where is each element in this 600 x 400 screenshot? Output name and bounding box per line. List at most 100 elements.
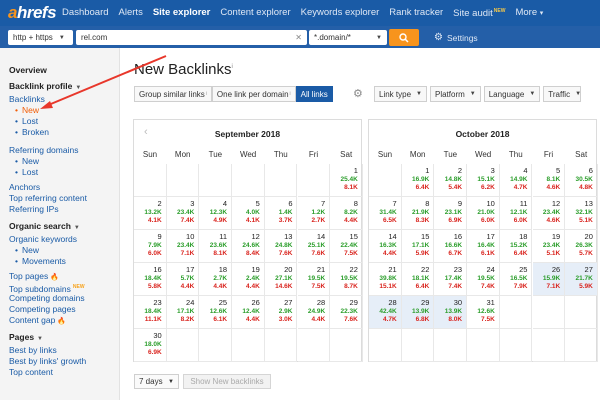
calendar-day[interactable]: 9 7.9K 6.0K xyxy=(134,230,167,263)
nav-rank-tracker[interactable]: Rank tracker xyxy=(389,7,444,18)
sidebar-top-content[interactable]: Top content xyxy=(9,367,53,377)
prev-month-icon[interactable]: ‹ xyxy=(144,126,148,138)
sidebar-referring-domains[interactable]: Referring domains xyxy=(9,145,79,155)
calendar-day[interactable]: 8 8.2K 4.4K xyxy=(330,197,363,230)
calendar-day[interactable]: 22 18.1K 6.4K xyxy=(401,263,435,296)
sidebar-backlinks-broken[interactable]: Broken xyxy=(9,127,119,138)
calendar-day[interactable]: 10 23.4K 7.1K xyxy=(166,230,200,263)
calendar-day[interactable]: 28 42.4K 4.7K xyxy=(369,296,402,329)
sidebar-content-gap[interactable]: Content gap 🔥 xyxy=(9,315,119,326)
ahrefs-logo[interactable]: ahrefs xyxy=(8,3,57,22)
calendar-day[interactable]: 22 19.5K 8.7K xyxy=(330,263,363,296)
nav-more[interactable]: More ▾ xyxy=(515,0,543,27)
calendar-day[interactable]: 20 26.3K 5.7K xyxy=(565,230,598,263)
calendar-day[interactable]: 30 13.9K 8.0K xyxy=(434,296,468,329)
nav-content-explorer[interactable]: Content explorer xyxy=(220,7,291,18)
all-links-button[interactable]: All links xyxy=(295,86,333,102)
calendar-day[interactable]: 28 24.9K 4.4K xyxy=(297,296,331,329)
sidebar-competing-domains[interactable]: Competing domains xyxy=(9,293,85,303)
sidebar-ref-lost[interactable]: Lost xyxy=(9,167,119,178)
sidebar-ref-new[interactable]: New xyxy=(9,156,119,167)
calendar-day[interactable]: 15 17.1K 5.9K xyxy=(401,230,435,263)
calendar-day[interactable]: 29 22.3K 7.6K xyxy=(330,296,363,329)
calendar-day[interactable]: 7 31.4K 6.5K xyxy=(369,197,402,230)
sidebar-organic-movements[interactable]: Movements xyxy=(9,256,119,267)
calendar-day[interactable]: 21 39.8K 15.1K xyxy=(369,263,402,296)
calendar-day[interactable]: 17 5.7K 4.4K xyxy=(166,263,200,296)
show-new-backlinks-button[interactable]: Show New backlinks xyxy=(183,374,271,389)
sidebar-top-pages[interactable]: Top pages 🔥 xyxy=(9,271,119,282)
sidebar-backlinks-new[interactable]: New xyxy=(9,105,119,116)
nav-keywords-explorer[interactable]: Keywords explorer xyxy=(300,7,380,18)
sidebar-anchors[interactable]: Anchors xyxy=(9,182,41,192)
url-input[interactable]: rel.com ✕ xyxy=(76,30,307,45)
calendar-day[interactable]: 27 21.7K 5.9K xyxy=(565,263,598,296)
calendar-day[interactable]: 6 30.5K 4.8K xyxy=(565,164,598,197)
sidebar-backlinks-lost[interactable]: Lost xyxy=(9,116,119,127)
nav-site-explorer[interactable]: Site explorer xyxy=(152,7,211,18)
sidebar-overview[interactable]: Overview xyxy=(9,65,47,75)
sidebar-competing-pages[interactable]: Competing pages xyxy=(9,304,76,314)
calendar-day[interactable]: 4 14.9K 4.7K xyxy=(499,164,533,197)
days-select[interactable]: 7 days ▼ xyxy=(134,374,179,389)
sidebar-organic-search[interactable]: Organic search ▼ xyxy=(9,221,119,232)
traffic-filter[interactable]: Traffic ▼ xyxy=(543,86,582,102)
calendar-day[interactable]: 13 32.1K 5.1K xyxy=(565,197,598,230)
calendar-day[interactable]: 13 24.8K 7.6K xyxy=(264,230,298,263)
nav-dashboard[interactable]: Dashboard xyxy=(62,7,109,18)
sidebar-backlinks[interactable]: Backlinks xyxy=(9,94,45,104)
calendar-day[interactable]: 21 19.5K 7.5K xyxy=(297,263,331,296)
sidebar-organic-new[interactable]: New xyxy=(9,245,119,256)
calendar-day[interactable]: 31 12.6K 7.5K xyxy=(467,296,500,329)
sidebar-top-referring-content[interactable]: Top referring content xyxy=(9,193,87,203)
gear-icon[interactable]: ⚙ xyxy=(353,88,363,100)
sidebar-best-by-links[interactable]: Best by links xyxy=(9,345,57,355)
sidebar-top-subdomains[interactable]: Top subdomains NEW xyxy=(9,282,119,294)
calendar-day[interactable]: 26 15.9K 7.1K xyxy=(532,263,566,296)
calendar-day[interactable]: 23 17.4K 7.4K xyxy=(434,263,468,296)
mode-select[interactable]: *.domain/* ▼ xyxy=(309,30,387,45)
link-type-filter[interactable]: Link type ▼ xyxy=(374,86,427,102)
calendar-day[interactable]: 25 12.6K 6.1K xyxy=(199,296,233,329)
calendar-day[interactable]: 18 15.2K 6.4K xyxy=(499,230,533,263)
calendar-day[interactable]: 8 21.9K 8.3K xyxy=(401,197,435,230)
calendar-day[interactable]: 23 18.4K 11.1K xyxy=(134,296,167,329)
protocol-select[interactable]: http + https ▼ xyxy=(8,30,73,45)
calendar-day[interactable]: 5 8.1K 4.6K xyxy=(532,164,566,197)
sidebar-referring-ips[interactable]: Referring IPs xyxy=(9,204,59,214)
one-link-per-domain-button[interactable]: One link per domain i xyxy=(211,86,296,102)
calendar-day[interactable]: 10 21.0K 6.0K xyxy=(467,197,500,230)
calendar-day[interactable]: 9 23.1K 6.9K xyxy=(434,197,468,230)
nav-site-audit[interactable]: Site auditNEW xyxy=(453,0,505,28)
calendar-day[interactable]: 3 15.1K 6.2K xyxy=(467,164,500,197)
calendar-day[interactable]: 30 18.0K 6.9K xyxy=(134,329,167,362)
calendar-day[interactable]: 12 23.4K 4.6K xyxy=(532,197,566,230)
calendar-day[interactable]: 11 12.1K 6.0K xyxy=(499,197,533,230)
calendar-day[interactable]: 3 23.4K 7.4K xyxy=(166,197,200,230)
calendar-day[interactable]: 14 16.3K 4.4K xyxy=(369,230,402,263)
language-filter[interactable]: Language ▼ xyxy=(483,86,541,102)
sidebar-best-by-growth[interactable]: Best by links' growth xyxy=(9,356,87,366)
sidebar-backlink-profile[interactable]: Backlink profile ▼ xyxy=(9,81,119,92)
calendar-day[interactable]: 1 25.4K 8.1K xyxy=(330,164,363,197)
calendar-day[interactable]: 20 27.1K 14.6K xyxy=(264,263,298,296)
calendar-day[interactable]: 27 2.9K 3.0K xyxy=(264,296,298,329)
calendar-day[interactable]: 29 13.9K 6.8K xyxy=(401,296,435,329)
settings-button[interactable]: ⚙ Settings xyxy=(434,30,478,45)
calendar-day[interactable]: 2 13.2K 4.1K xyxy=(134,197,167,230)
clear-icon[interactable]: ✕ xyxy=(295,33,302,42)
calendar-day[interactable]: 12 24.6K 8.4K xyxy=(232,230,265,263)
calendar-day[interactable]: 1 16.9K 6.4K xyxy=(401,164,435,197)
calendar-day[interactable]: 6 1.4K 3.7K xyxy=(264,197,298,230)
search-button[interactable] xyxy=(389,29,419,46)
calendar-day[interactable]: 25 16.5K 7.9K xyxy=(499,263,533,296)
calendar-day[interactable]: 18 2.7K 4.4K xyxy=(199,263,233,296)
platform-filter[interactable]: Platform ▼ xyxy=(429,86,481,102)
calendar-day[interactable]: 16 16.6K 6.7K xyxy=(434,230,468,263)
calendar-day[interactable]: 14 25.1K 7.6K xyxy=(297,230,331,263)
calendar-day[interactable]: 5 4.0K 4.1K xyxy=(232,197,265,230)
calendar-day[interactable]: 7 1.2K 2.7K xyxy=(297,197,331,230)
calendar-day[interactable]: 16 18.4K 5.8K xyxy=(134,263,167,296)
calendar-day[interactable]: 2 14.8K 5.4K xyxy=(434,164,468,197)
calendar-day[interactable]: 15 22.4K 7.5K xyxy=(330,230,363,263)
